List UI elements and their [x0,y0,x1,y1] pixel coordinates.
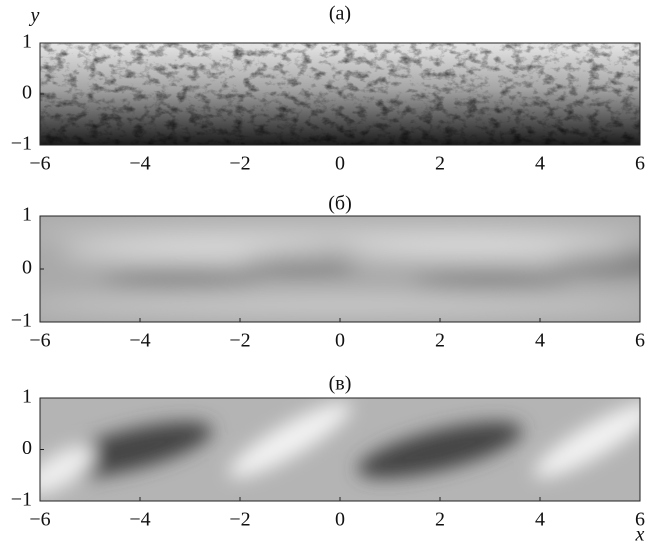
field-c [40,398,640,501]
y-tick-label: 0 [22,82,32,104]
y-tick-label: −1 [11,310,32,332]
panel-title: (а) [329,3,351,25]
y-tick-label: −1 [11,489,32,511]
x-tick-label: 0 [335,509,345,531]
y-tick-label: 0 [22,257,32,279]
x-tick-label: −2 [229,153,250,175]
x-tick-label: 2 [435,330,445,352]
y-tick-label: 1 [22,31,32,53]
x-tick-label: −6 [29,330,50,352]
y-axis-label: y [29,5,40,27]
x-tick-label: 6 [635,509,645,531]
x-tick-label: 4 [535,153,545,175]
axes: (а) −6 −4 −2 0 2 4 6 −1 0 1 y (б) −6 −4 −2 0 2 4 6 −1 0 1 (в) −6… [11,3,645,542]
y-tick-label: 1 [22,204,32,226]
x-tick-label: 6 [635,330,645,352]
x-tick-label: −6 [29,509,50,531]
x-tick-label: −2 [229,509,250,531]
x-tick-label: 6 [635,153,645,175]
x-tick-label: 4 [535,330,545,352]
x-tick-label: −4 [129,330,150,352]
y-tick-label: −1 [11,133,32,155]
x-tick-label: 4 [535,509,545,531]
field-b [40,216,640,322]
x-tick-label: −4 [129,509,150,531]
x-tick-label: −4 [129,153,150,175]
y-tick-label: 1 [22,386,32,408]
panel-title: (б) [328,193,352,215]
x-tick-label: 0 [335,330,345,352]
x-tick-label: 2 [435,509,445,531]
y-tick-label: 0 [22,437,32,459]
x-tick-label: −2 [229,330,250,352]
x-axis-label: x [635,524,645,542]
field-a [40,43,640,145]
x-tick-label: −6 [29,153,50,175]
x-tick-label: 2 [435,153,445,175]
panel-title: (в) [329,373,352,395]
x-tick-label: 0 [335,153,345,175]
